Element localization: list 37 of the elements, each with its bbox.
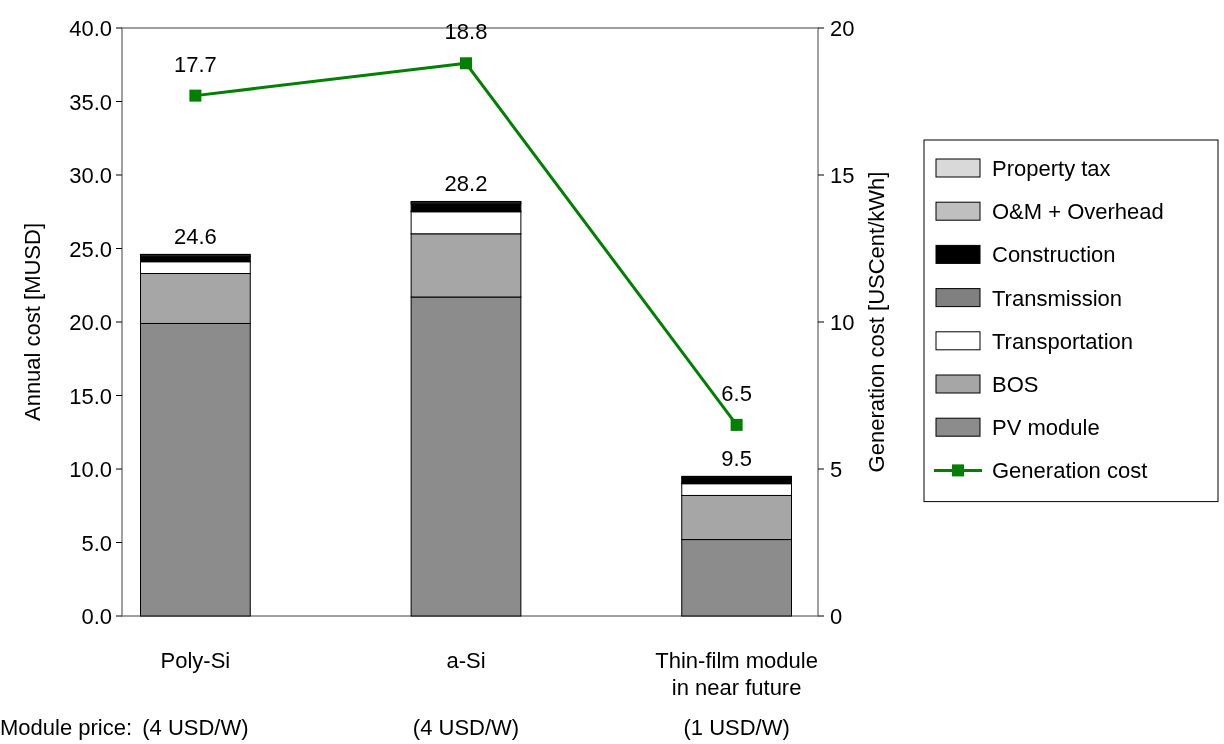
y2-axis-title: Generation cost [USCent/kWh] (864, 171, 889, 473)
legend-label: Generation cost (992, 458, 1148, 484)
legend-label: Property tax (992, 156, 1111, 181)
y-axis-title: Annual cost [MUSD] (20, 222, 45, 422)
text: (4 USD/W) (142, 715, 249, 740)
legend-label: Transportation (992, 328, 1134, 354)
y-tick-label: 35.0 (69, 89, 112, 115)
y-tick-label: 5.0 (81, 530, 112, 556)
total-label: 9.5 (721, 446, 752, 472)
total-label: 24.6 (173, 224, 217, 250)
y2-tick-label: 20 (830, 16, 855, 41)
y2-tick-label: 5 (830, 457, 843, 482)
text: (4 USD/W) (412, 715, 520, 740)
legend-label: O&M + Overhead (992, 199, 1164, 225)
x-tick-label: a-Si (446, 648, 486, 673)
data-label: 17.7 (173, 51, 217, 77)
text: (1 USD/W) (683, 715, 790, 740)
y2-tick-label: 15 (830, 163, 855, 188)
y-tick-label: 10.0 (69, 457, 112, 482)
y2-tick-label: 0 (830, 604, 843, 629)
data-label: 18.8 (444, 19, 488, 45)
text: Module price: (0, 715, 133, 740)
data-label: 6.5 (721, 380, 752, 406)
y2-tick-label: 10 (830, 310, 855, 335)
x-tick-label: Poly-Si (160, 648, 231, 673)
legend-label: Transmission (992, 285, 1122, 311)
total-label: 28.2 (444, 171, 488, 197)
y-tick-label: 40.0 (69, 16, 112, 41)
y-tick-label: 15.0 (69, 383, 112, 409)
x-tick-label: Thin-film module in near future (655, 648, 818, 700)
legend-label: Construction (992, 242, 1116, 268)
y-tick-label: 25.0 (69, 236, 112, 262)
legend-label: PV module (992, 415, 1100, 441)
y-tick-label: 30.0 (69, 163, 112, 188)
legend-label: BOS (992, 372, 1039, 397)
y-tick-label: 20.0 (69, 310, 112, 335)
y-tick-label: 0.0 (81, 604, 112, 629)
